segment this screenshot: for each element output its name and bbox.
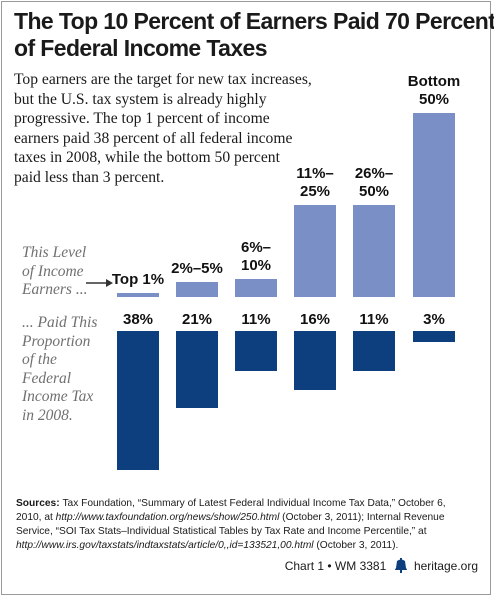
tax-share-bar xyxy=(176,331,218,408)
income-group-bar xyxy=(413,113,455,297)
income-group-label-line: 50% xyxy=(358,183,390,200)
income-group-label-line: Top 1% xyxy=(111,271,165,288)
side-label-line: in 2008. xyxy=(22,406,73,424)
intro-line: paid less than 3 percent. xyxy=(14,168,165,186)
footer: Chart 1 • WM 3381 heritage.org xyxy=(285,558,478,574)
title-line-1: The Top 10 Percent of Earners Paid 70 Pe… xyxy=(14,8,494,34)
tax-share-label: 38% xyxy=(122,311,154,328)
side-label-line: Federal xyxy=(22,369,72,387)
income-group-label-line: 26%– xyxy=(354,165,394,182)
side-label-line: Income Tax xyxy=(22,388,94,405)
side-label-line: of the xyxy=(22,351,57,368)
intro-line: earners paid 38 percent of all federal i… xyxy=(14,129,293,147)
sources-line: Service, “SOI Tax Stats–Individual Stati… xyxy=(16,525,486,539)
chart-title: The Top 10 Percent of Earners Paid 70 Pe… xyxy=(14,8,494,62)
income-group-label: 11%– 25% xyxy=(270,165,360,201)
intro-line: Top earners are the target for new tax i… xyxy=(14,71,312,88)
site-name[interactable]: heritage.org xyxy=(413,559,478,573)
side-label-income-level: This Level of Income Earners ... xyxy=(22,244,87,300)
income-group-bar xyxy=(235,278,277,297)
income-group-label: 26%– 50% xyxy=(329,165,419,201)
income-group-label-line: 25% xyxy=(299,183,331,200)
tax-share-bar xyxy=(353,331,395,372)
side-label-line: ... Paid This xyxy=(22,314,98,331)
sources-note: Sources: Tax Foundation, “Summary of Lat… xyxy=(16,497,486,553)
tax-share-label: 3% xyxy=(423,311,445,328)
side-label-line: Proportion xyxy=(22,332,91,350)
tax-share-label: 21% xyxy=(181,311,213,328)
sources-line: Sources: Tax Foundation, “Summary of Lat… xyxy=(16,497,486,511)
intro-line: but the U.S. tax system is already highl… xyxy=(14,90,267,108)
income-group-bar xyxy=(117,293,159,297)
tax-share-bar xyxy=(235,331,277,372)
income-group-label: 6%– 10% xyxy=(211,239,301,275)
arrow-right-icon xyxy=(86,279,113,287)
side-label-line: This Level xyxy=(22,244,87,261)
sources-line: http://www.irs.gov/taxstats/indtaxstats/… xyxy=(16,539,486,553)
tax-share-label: 11% xyxy=(359,311,389,328)
tax-share-bar xyxy=(117,331,159,470)
source-url[interactable]: http://www.taxfoundation.org/news/show/2… xyxy=(55,512,280,523)
income-group-bar xyxy=(353,205,395,297)
income-group-label-line: 10% xyxy=(240,256,272,274)
tax-share-label: 16% xyxy=(299,311,331,328)
liberty-bell-icon xyxy=(394,558,407,573)
chart-reference: Chart 1 • WM 3381 xyxy=(284,559,387,573)
title-line-2: of Federal Income Taxes xyxy=(14,35,268,61)
income-group-label-line: Bottom xyxy=(407,73,461,90)
intro-line: progressive. The top 1 percent of income xyxy=(14,110,270,127)
tax-share-bar xyxy=(294,331,336,390)
source-text: (October 3, 2011). xyxy=(313,540,399,551)
side-label-line: Earners ... xyxy=(22,281,88,298)
sources-line: 2010, at http://www.taxfoundation.org/ne… xyxy=(16,511,486,525)
source-text: Tax Foundation, “Summary of Latest Feder… xyxy=(62,498,446,509)
source-text: 2010, at xyxy=(16,512,56,523)
side-label-tax-proportion: ... Paid This Proportion of the Federal … xyxy=(22,314,97,425)
sources-label: Sources: xyxy=(16,498,63,509)
tax-share-label: 11% xyxy=(241,311,271,328)
income-group-label: 2%–5% xyxy=(152,260,242,278)
income-group-label-line: 11%– xyxy=(296,165,334,182)
source-text: (October 3, 2011); Internal Revenue xyxy=(279,512,445,523)
income-group-label-line: 6%– xyxy=(240,238,272,256)
tax-share-bar xyxy=(413,331,455,342)
income-group-label: Top 1% xyxy=(93,271,183,289)
income-group-bar xyxy=(294,205,336,297)
income-group-label: Bottom 50% xyxy=(389,73,479,109)
intro-paragraph: Top earners are the target for new tax i… xyxy=(14,70,334,187)
income-group-bar xyxy=(176,282,218,297)
income-group-label-line: 2%–5% xyxy=(171,260,223,278)
income-group-label-line: 50% xyxy=(418,91,450,108)
intro-line: taxes in 2008, while the bottom 50 perce… xyxy=(14,149,280,166)
source-text: Service, “SOI Tax Stats–Individual Stati… xyxy=(16,526,427,537)
side-label-line: of Income xyxy=(22,262,84,280)
source-url[interactable]: http://www.irs.gov/taxstats/indtaxstats/… xyxy=(16,540,314,551)
